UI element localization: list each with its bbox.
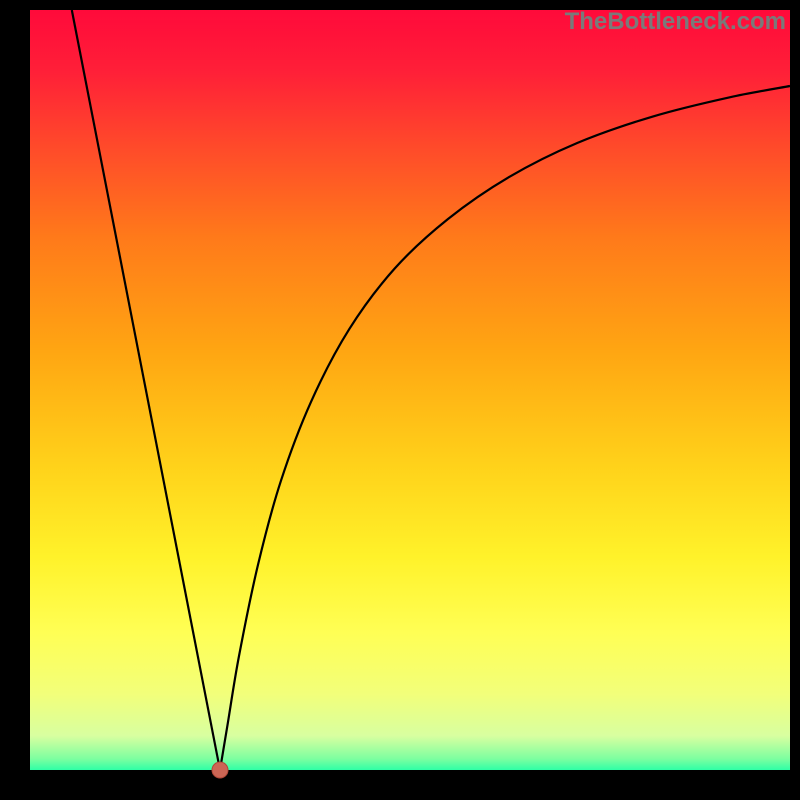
curve-svg [0,0,800,800]
curve-right-branch [220,86,790,770]
curve-left-branch [72,10,220,770]
minimum-marker [212,762,229,779]
chart-container: TheBottleneck.com [0,0,800,800]
watermark-text: TheBottleneck.com [565,8,786,36]
